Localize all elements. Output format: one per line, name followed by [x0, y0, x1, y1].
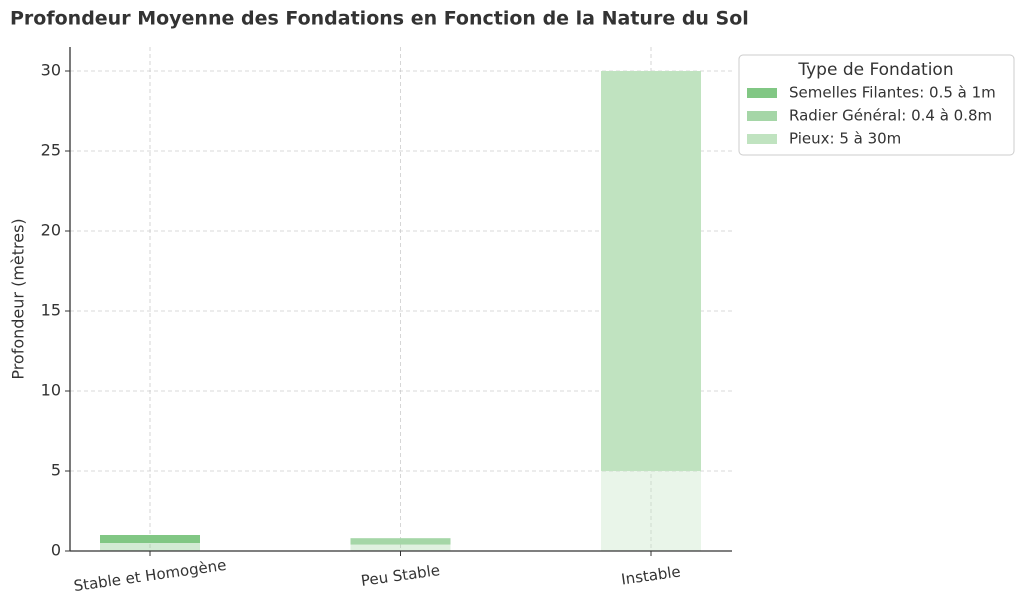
legend-box [738, 54, 1015, 156]
legend-label: Pieux: 5 à 30m [789, 130, 901, 148]
bar [601, 71, 701, 471]
chart-title: Profondeur Moyenne des Fondations en Fon… [10, 8, 749, 30]
legend-label: Semelles Filantes: 0.5 à 1m [789, 84, 996, 102]
y-tick-label: 5 [51, 461, 61, 480]
y-tick-label: 15 [41, 301, 61, 320]
x-tick-label: Instable [620, 562, 682, 588]
legend-swatch [747, 88, 777, 98]
bar-base [350, 544, 451, 551]
bar [350, 538, 451, 545]
y-tick-label: 0 [51, 541, 61, 560]
y-tick-label: 25 [41, 141, 61, 160]
x-tick-label: Stable et Homogène [72, 556, 227, 595]
bar-base [100, 543, 200, 551]
y-tick-label: 30 [41, 61, 61, 80]
y-tick-label: 20 [41, 221, 61, 240]
legend-title: Type de Fondation [797, 60, 953, 80]
bar-base [601, 471, 701, 551]
x-tick-label: Peu Stable [360, 561, 441, 590]
y-tick-label: 10 [41, 381, 61, 400]
bar [100, 535, 200, 543]
legend-label: Radier Général: 0.4 à 0.8m [789, 107, 992, 125]
y-axis-label: Profondeur (mètres) [9, 218, 28, 379]
legend-swatch [747, 111, 777, 121]
legend-swatch [747, 134, 777, 144]
